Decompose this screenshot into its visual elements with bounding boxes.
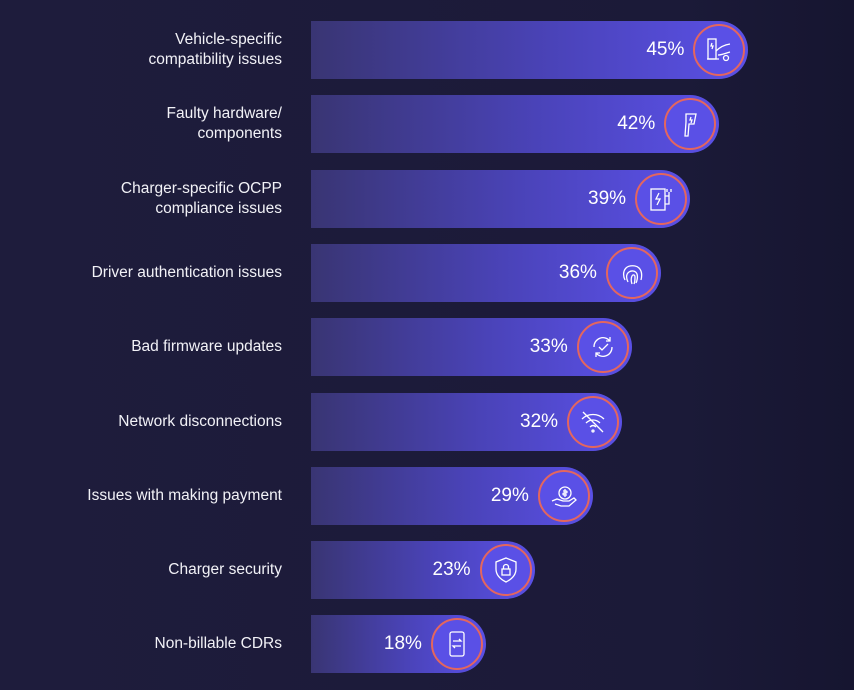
value-label: 42% bbox=[617, 113, 656, 135]
value-label: 29% bbox=[490, 484, 529, 506]
payment-hand-icon bbox=[537, 469, 590, 522]
category-label-line: Charger security bbox=[168, 561, 282, 579]
shield-lock-icon bbox=[479, 544, 532, 597]
category-label-line: Issues with making payment bbox=[87, 486, 282, 504]
category-label-line: Charger-specific OCPP bbox=[120, 179, 282, 197]
bar bbox=[311, 243, 661, 302]
value-label: 36% bbox=[558, 261, 597, 283]
charger-station-icon bbox=[635, 172, 688, 225]
category-label: Issues with making payment bbox=[2, 486, 282, 506]
category-label: Faulty hardware/components bbox=[2, 104, 282, 144]
category-label-line: Bad firmware updates bbox=[131, 338, 282, 356]
category-label-line: components bbox=[197, 125, 282, 143]
bar bbox=[311, 95, 720, 154]
ev-charging-car-icon bbox=[693, 24, 746, 76]
value-label: 45% bbox=[646, 39, 685, 60]
category-label-line: compatibility issues bbox=[148, 51, 282, 68]
value-label: 32% bbox=[520, 410, 559, 432]
category-label: Network disconnections bbox=[2, 412, 282, 432]
wifi-off-icon bbox=[567, 395, 620, 448]
bar bbox=[311, 21, 749, 79]
category-label: Vehicle-specific compatibility issues bbox=[2, 30, 282, 70]
category-label: Driver authentication issues bbox=[2, 263, 282, 283]
value-label: 39% bbox=[588, 187, 627, 209]
category-label: Non-billable CDRs bbox=[2, 634, 283, 654]
category-label: Bad firmware updates bbox=[2, 337, 282, 357]
bar bbox=[311, 169, 691, 228]
category-label: Charger-specific OCPP compliance issues bbox=[2, 179, 282, 219]
value-label: 18% bbox=[383, 633, 422, 655]
fingerprint-icon bbox=[605, 246, 658, 299]
category-label-line: Driver authentication issues bbox=[91, 263, 282, 281]
value-label: 33% bbox=[529, 336, 568, 358]
category-label-line: Non-billable CDRs bbox=[154, 635, 283, 653]
category-label: Charger security bbox=[2, 560, 282, 580]
category-label-line: Vehicle-specific bbox=[175, 31, 282, 48]
category-label-line: Faulty hardware/ bbox=[166, 105, 282, 123]
value-label: 23% bbox=[432, 559, 471, 581]
category-label-line: Network disconnections bbox=[118, 412, 282, 430]
category-label-line: compliance issues bbox=[155, 199, 282, 217]
mobile-transfer-icon bbox=[430, 618, 483, 671]
refresh-check-icon bbox=[576, 321, 629, 374]
charging-plug-icon bbox=[664, 98, 717, 151]
